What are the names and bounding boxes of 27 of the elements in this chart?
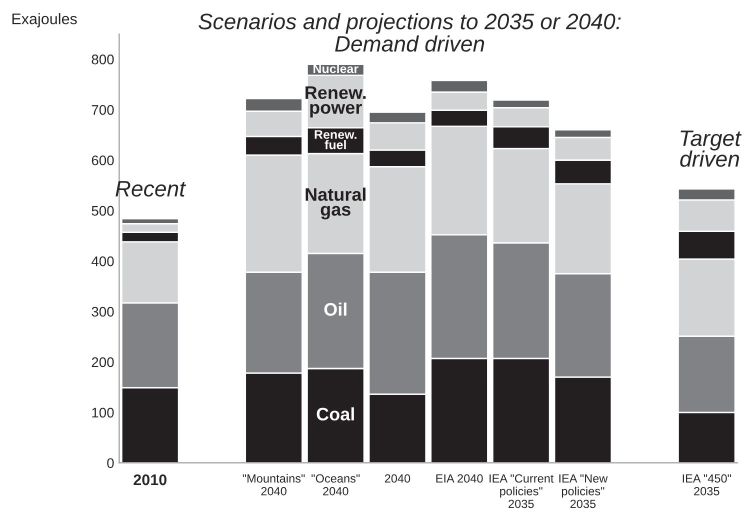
x-tick-label: "Mountains" 2040 bbox=[242, 474, 305, 496]
series-label: Coal bbox=[316, 407, 354, 421]
y-tick-label: 600 bbox=[92, 155, 114, 166]
series-label: Renew. power bbox=[306, 86, 366, 118]
annotation: Recent bbox=[116, 181, 186, 197]
y-tick-label: 800 bbox=[92, 54, 114, 64]
chart-title: Scenarios and projections to 2035 or 2040: Demand driven bbox=[198, 13, 621, 52]
x-tick-label: IEA "New policies" 2035 bbox=[559, 474, 608, 508]
annotation: Target driven bbox=[680, 130, 742, 167]
y-axis-title: Exajoules bbox=[12, 13, 77, 28]
y-tick-label: 300 bbox=[92, 306, 114, 317]
y-tick-label: 100 bbox=[92, 408, 114, 418]
x-tick-label: IEA "Current policies" 2035 bbox=[490, 474, 554, 508]
x-tick-label: "Oceans" 2040 bbox=[312, 474, 360, 496]
x-tick-label: 2010 bbox=[134, 474, 166, 486]
y-tick-label: 500 bbox=[92, 206, 114, 216]
series-label: Nuclear bbox=[314, 64, 358, 74]
series-label: Natural gas bbox=[306, 188, 366, 220]
y-tick-label: 400 bbox=[91, 256, 114, 266]
x-tick-label: 2040 bbox=[384, 474, 410, 483]
y-tick-label: 200 bbox=[92, 357, 114, 368]
series-label: Oil bbox=[324, 302, 346, 316]
x-tick-label: IEA "450" 2035 bbox=[682, 474, 731, 496]
y-tick-label: 700 bbox=[92, 105, 114, 115]
x-tick-label: EIA 2040 bbox=[436, 474, 483, 483]
series-label: Renew. fuel bbox=[314, 130, 356, 150]
y-tick-label: 0 bbox=[107, 458, 114, 468]
